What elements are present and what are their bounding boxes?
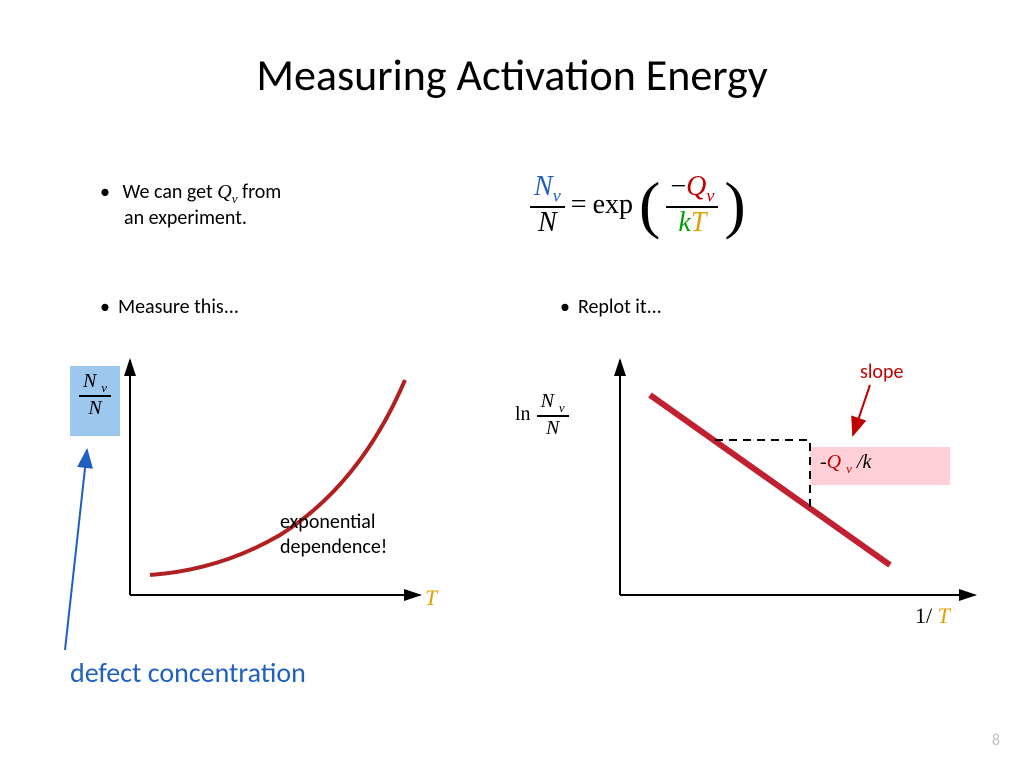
linear-line — [650, 395, 890, 565]
main-equation: Nv N = exp ( −Qv kT ) — [530, 172, 746, 238]
exp-annotation1: exponential — [280, 510, 375, 534]
left-xlabel: T — [425, 585, 437, 611]
bullet-intro-line2: an experiment. — [124, 206, 247, 230]
page-title: Measuring Activation Energy — [0, 0, 1024, 102]
page-number: 8 — [992, 731, 1000, 750]
defect-arrow — [45, 410, 225, 670]
bullet-intro: We can get Qv from — [100, 180, 281, 207]
slope-label: slope — [860, 360, 903, 384]
right-chart: ln N v N -Q v /k slope 1/ T — [610, 365, 970, 610]
defect-label: defect concentration — [70, 655, 306, 690]
exp-annotation2: dependence! — [280, 535, 387, 559]
bullet-measure: Measure this... — [100, 295, 239, 319]
right-ylabel: ln N v N — [515, 390, 569, 439]
right-xlabel: 1/ T — [915, 603, 950, 629]
slope-arrow — [853, 385, 870, 435]
bullet-replot: Replot it... — [560, 295, 662, 319]
